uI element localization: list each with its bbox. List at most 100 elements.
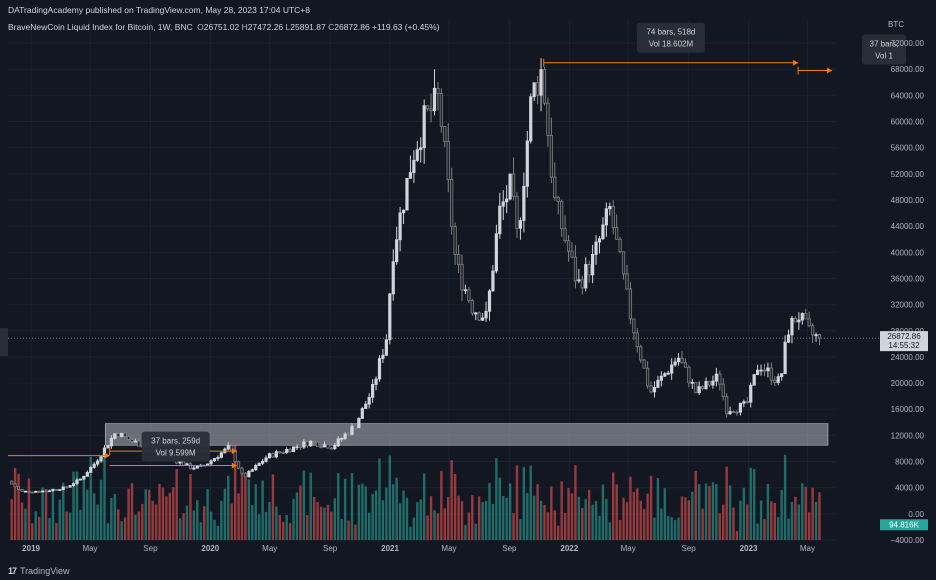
candle-body bbox=[415, 149, 419, 161]
candle-body bbox=[529, 96, 533, 142]
candle-body bbox=[498, 205, 502, 235]
volume-bar bbox=[103, 456, 106, 540]
volume-bar bbox=[44, 489, 48, 540]
volume-bar bbox=[37, 516, 41, 540]
volume-bar bbox=[818, 492, 821, 540]
volume-bar bbox=[443, 508, 447, 540]
volume-bar bbox=[357, 484, 361, 540]
time-tick-label: 2019 bbox=[22, 544, 40, 553]
candle-body bbox=[377, 358, 382, 380]
candle-body bbox=[522, 185, 526, 221]
change-value: +119.63 (+0.45%) bbox=[372, 22, 440, 32]
volume-bar bbox=[488, 482, 491, 540]
time-tick-label: May bbox=[800, 544, 815, 553]
volume-bar bbox=[271, 474, 275, 540]
candle-body bbox=[68, 485, 72, 488]
high-value: 27472.26 bbox=[247, 22, 284, 32]
candle-body bbox=[625, 273, 629, 290]
candle-body bbox=[601, 224, 605, 240]
candle-body bbox=[92, 463, 96, 468]
volume-bar bbox=[24, 508, 27, 540]
volume-bar bbox=[780, 489, 783, 540]
candle-body bbox=[704, 380, 708, 390]
volume-bar bbox=[292, 498, 295, 540]
candle-body bbox=[34, 490, 38, 493]
high-label: H bbox=[241, 22, 248, 32]
candle-body bbox=[47, 490, 52, 493]
volume-bar bbox=[557, 525, 560, 540]
candle-body bbox=[305, 441, 309, 447]
volume-bar bbox=[539, 500, 543, 540]
ohlc-legend: BraveNewCoin Liquid Index for Bitcoin, 1… bbox=[8, 22, 439, 32]
volume-bar bbox=[484, 500, 488, 540]
volume-bar bbox=[814, 501, 818, 540]
volume-bar bbox=[127, 488, 130, 540]
candle-body bbox=[656, 379, 660, 388]
volume-bar bbox=[199, 522, 202, 540]
volume-bar bbox=[605, 498, 608, 540]
volume-bar bbox=[378, 458, 381, 540]
volume-bar bbox=[529, 465, 532, 540]
candle-body bbox=[474, 312, 478, 315]
volume-bar bbox=[402, 490, 405, 540]
volume-bar bbox=[577, 496, 581, 540]
candle-body bbox=[676, 357, 681, 363]
measure-bars-label: 74 bars, 518d bbox=[646, 28, 695, 37]
volume-bar bbox=[364, 486, 367, 540]
volume-bar bbox=[264, 511, 268, 540]
volume-bar bbox=[660, 508, 663, 540]
candle-body bbox=[13, 483, 17, 488]
volume-bar bbox=[701, 508, 704, 540]
candle-body bbox=[501, 201, 505, 207]
candle-body bbox=[701, 386, 705, 390]
volume-bar bbox=[519, 519, 522, 540]
candle-body bbox=[738, 402, 743, 413]
candle-body bbox=[89, 466, 93, 473]
candle-body bbox=[281, 452, 285, 454]
volume-bar bbox=[189, 474, 192, 540]
candle-body bbox=[10, 480, 14, 485]
volume-bar bbox=[395, 477, 398, 540]
volume-bar bbox=[309, 472, 312, 540]
last-price-line bbox=[0, 328, 882, 357]
candle-body bbox=[759, 369, 763, 372]
volume-bar bbox=[333, 498, 337, 540]
tradingview-logo-icon[interactable]: 17 bbox=[8, 566, 17, 576]
volume-bar bbox=[481, 501, 484, 540]
candle-body bbox=[65, 486, 69, 489]
volume-bar bbox=[388, 455, 392, 540]
candle-body bbox=[133, 440, 138, 443]
volume-bar bbox=[673, 520, 677, 540]
candle-body bbox=[353, 425, 358, 429]
volume-bar bbox=[113, 494, 117, 540]
volume-bar bbox=[732, 507, 735, 540]
candle-body bbox=[247, 470, 251, 478]
time-axis[interactable]: 2019 May Sep 2020 May Sep 2021 May Sep 2022 May Sep… bbox=[22, 544, 815, 553]
volume-bar bbox=[801, 483, 804, 540]
symbol-name[interactable]: BraveNewCoin Liquid Index for Bitcoin, 1… bbox=[8, 22, 193, 32]
volume-bar bbox=[447, 496, 450, 540]
volume-bar bbox=[151, 500, 154, 540]
volume-bar bbox=[419, 499, 422, 540]
candle-body bbox=[371, 384, 375, 398]
volume-bar bbox=[240, 472, 244, 540]
candle-body bbox=[360, 408, 364, 419]
candle-body bbox=[467, 289, 471, 302]
measure-tools[interactable]: 37 bars, 259d Vol 9.599M 74 bars, 518d Vol … bbox=[8, 22, 906, 469]
volume-bar bbox=[340, 518, 343, 540]
volume-bar bbox=[522, 466, 526, 540]
candle-body bbox=[515, 195, 519, 229]
candle-body bbox=[549, 135, 553, 178]
volume-bar bbox=[691, 491, 694, 540]
candle-body bbox=[216, 457, 220, 459]
price-axis[interactable]: BTC 72000.00 68000.00 64000.00 60000.00 5600… bbox=[880, 20, 928, 545]
brand-label[interactable]: TradingView bbox=[20, 566, 70, 576]
candle-body bbox=[41, 490, 45, 493]
volume-bar bbox=[68, 512, 72, 540]
candle-body bbox=[491, 270, 495, 292]
time-tick-label: Sep bbox=[502, 544, 517, 553]
candle-body bbox=[109, 438, 113, 447]
candle-body bbox=[188, 463, 193, 470]
candle-body bbox=[546, 102, 550, 136]
